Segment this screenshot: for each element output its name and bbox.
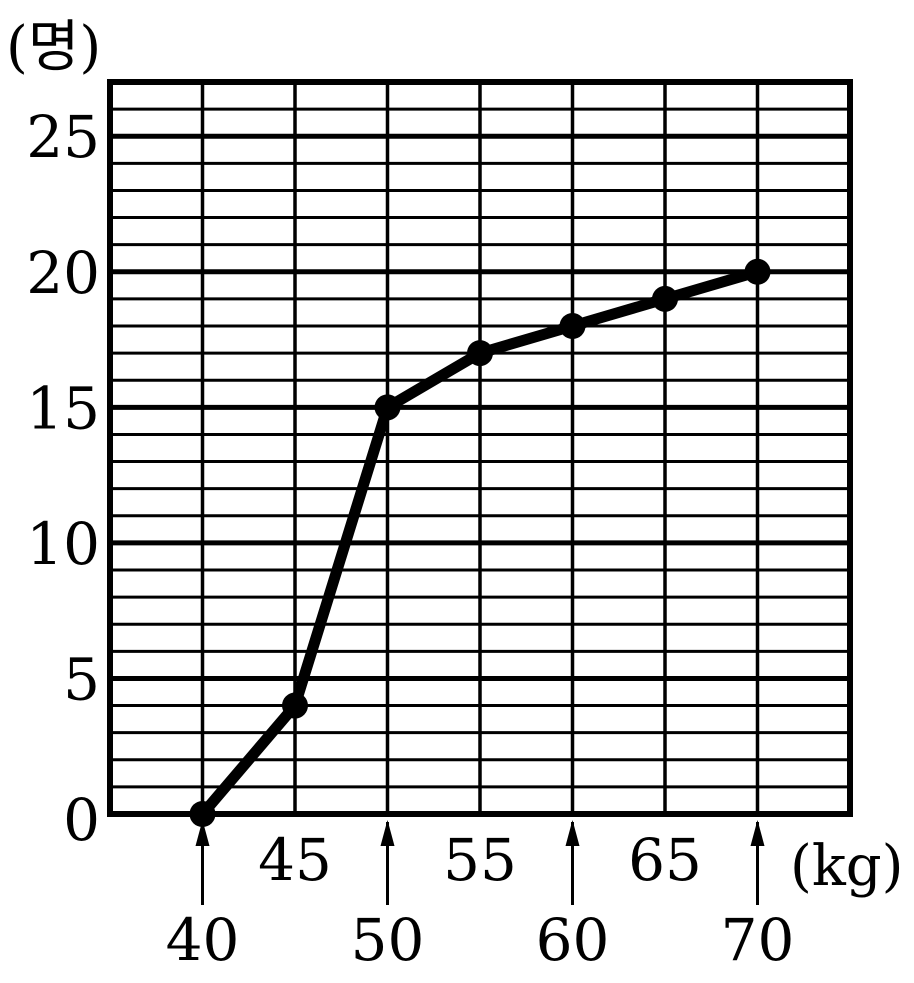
data-point: [467, 340, 493, 367]
x-tick-label: 65: [628, 826, 702, 894]
y-tick-label: 0: [63, 786, 100, 854]
x-tick-label: 45: [258, 826, 332, 894]
x-tick-label: 70: [721, 906, 795, 974]
x-tick-label: 55: [443, 826, 517, 894]
data-points: [189, 258, 771, 827]
data-point: [559, 313, 586, 339]
y-tick-label: 25: [26, 103, 100, 171]
grid: [110, 82, 850, 814]
arrow-head: [750, 820, 765, 846]
data-point: [374, 394, 401, 421]
data-point: [744, 258, 771, 285]
y-axis-unit: (명): [6, 15, 101, 80]
y-tick-label: 10: [26, 510, 100, 578]
arrow-head: [565, 820, 580, 846]
y-tick-labels: 0 5 10 15 20 25: [26, 103, 100, 854]
x-tick-label: 50: [351, 906, 425, 974]
data-point: [189, 801, 216, 827]
x-tick-label: 60: [536, 906, 610, 974]
y-tick-label: 15: [26, 374, 100, 442]
y-tick-label: 5: [63, 645, 100, 713]
arrow-head: [380, 820, 395, 846]
x-tick-labels-lower: 40 50 60 70: [166, 906, 795, 974]
data-point: [282, 692, 308, 719]
arrow-head: [195, 820, 210, 846]
x-tick-labels-upper: 45 55 65: [258, 826, 702, 894]
y-tick-label: 20: [26, 239, 100, 307]
plot-frame: [107, 79, 853, 817]
x-tick-label: 40: [166, 906, 240, 974]
x-axis-unit: (kg): [790, 834, 903, 899]
data-point: [652, 285, 678, 312]
x-arrow-markers: [195, 820, 765, 905]
